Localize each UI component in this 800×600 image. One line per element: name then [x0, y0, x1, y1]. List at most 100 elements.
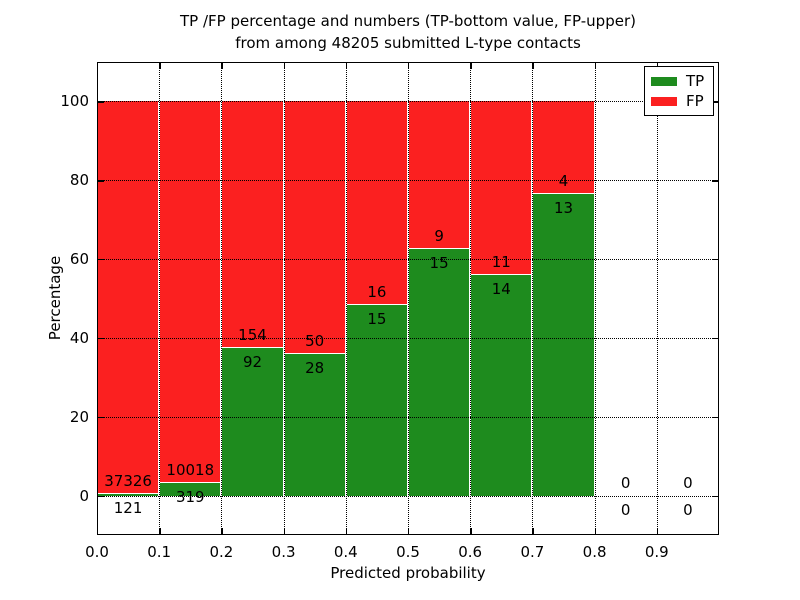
- x-tick-label: 0.4: [333, 543, 358, 561]
- chart-title-line1: TP /FP percentage and numbers (TP-bottom…: [180, 12, 636, 30]
- x-tick-top: [345, 62, 348, 69]
- fp-count-label: 0: [683, 473, 693, 492]
- x-tick-top: [408, 62, 410, 69]
- fp-bar: [470, 101, 533, 275]
- tp-bar: [470, 274, 533, 496]
- y-tick: [97, 180, 104, 182]
- x-tick: [408, 528, 410, 535]
- y-tick-right: [712, 101, 719, 103]
- x-tick-top: [656, 62, 659, 69]
- x-tick-label: 0.0: [85, 543, 109, 561]
- legend-label-tp: TP: [686, 72, 705, 90]
- x-tick-label: 0.2: [209, 543, 234, 561]
- y-tick-right: [712, 495, 719, 497]
- x-tick: [656, 528, 659, 535]
- x-tick: [283, 528, 285, 535]
- tp-count-label: 0: [620, 500, 631, 519]
- y-tick-label: 100: [60, 92, 89, 111]
- y-tick-label: 20: [69, 407, 89, 426]
- x-tick-label: 0.3: [271, 543, 296, 561]
- x-tick-label: 0.6: [458, 543, 483, 561]
- chart-title-line2: from among 48205 submitted L-type contac…: [235, 34, 581, 52]
- y-tick: [97, 101, 104, 103]
- y-tick-right: [712, 259, 719, 261]
- y-tick: [97, 337, 104, 340]
- tp-count-label: 15: [367, 309, 387, 328]
- legend-swatch-tp: [651, 76, 677, 86]
- y-tick-right: [712, 337, 719, 340]
- x-tick-top: [470, 62, 472, 69]
- y-tick-label: 60: [69, 250, 89, 269]
- fp-bar: [97, 101, 160, 495]
- y-tick-label: 0: [79, 486, 89, 505]
- tp-count-label: 14: [491, 279, 511, 298]
- v-gridline: [283, 62, 285, 535]
- fp-count-label: 37326: [104, 472, 152, 491]
- fp-count-label: 50: [305, 332, 325, 351]
- v-gridline: [408, 62, 409, 535]
- x-tick-top: [532, 62, 534, 69]
- x-tick: [345, 528, 348, 535]
- x-tick-label: 0.5: [396, 543, 420, 561]
- fp-count-label: 9: [434, 227, 444, 246]
- legend-swatch-fp: [651, 96, 677, 106]
- legend-item-tp: TP: [651, 71, 713, 91]
- tp-count-label: 28: [305, 359, 325, 378]
- v-gridline: [594, 62, 596, 535]
- x-tick-top: [159, 62, 161, 69]
- v-gridline: [221, 62, 223, 535]
- y-tick-label: 80: [69, 171, 89, 190]
- fp-count-label: 4: [558, 172, 569, 191]
- plot-area: TP FP 37326 121 10018 319 154 92 50 28 16 15 9 15 11…: [60, 62, 719, 561]
- fp-bar: [345, 101, 408, 305]
- x-tick: [594, 528, 596, 535]
- tp-bar: [408, 249, 471, 496]
- x-tick: [97, 528, 99, 535]
- fp-count-label: 0: [620, 473, 631, 492]
- tp-bar: [221, 348, 284, 496]
- tp-bar: [283, 354, 346, 496]
- x-tick-label: 0.9: [644, 543, 669, 561]
- legend: TP FP: [644, 66, 714, 116]
- fp-bar: [159, 101, 222, 484]
- x-tick-top: [221, 62, 223, 69]
- x-tick-label: 0.8: [582, 543, 607, 561]
- y-tick: [97, 259, 104, 261]
- v-gridline: [345, 62, 347, 535]
- x-tick-top: [594, 62, 596, 69]
- y-tick: [97, 416, 104, 419]
- tp-bar: [532, 194, 595, 496]
- tp-count-label: 121: [113, 499, 143, 518]
- tp-count-label: 13: [553, 199, 574, 218]
- v-gridline: [532, 62, 534, 535]
- tp-count-label: 319: [175, 488, 205, 507]
- x-tick-top: [283, 62, 285, 69]
- v-gridline: [656, 62, 658, 535]
- v-gridline: [159, 62, 161, 535]
- tp-count-label: 15: [429, 254, 449, 273]
- chart-title: TP /FP percentage and numbers (TP-bottom…: [97, 10, 719, 54]
- tp-bar: [345, 304, 408, 496]
- y-tick: [97, 495, 104, 497]
- tp-count-label: 0: [683, 500, 693, 519]
- x-tick: [532, 528, 534, 535]
- fp-count-label: 10018: [166, 461, 215, 480]
- x-tick-top: [97, 62, 99, 69]
- fp-bar: [221, 101, 284, 349]
- fp-bar: [283, 101, 346, 355]
- fp-count-label: 154: [238, 326, 267, 345]
- y-tick-label: 40: [69, 328, 89, 347]
- tp-count-label: 92: [242, 353, 263, 372]
- x-tick-label: 0.1: [147, 543, 172, 561]
- x-tick: [470, 528, 472, 535]
- v-gridline: [470, 62, 472, 535]
- legend-label-fp: FP: [686, 92, 704, 110]
- x-tick: [159, 528, 161, 535]
- y-tick-right: [712, 416, 719, 419]
- fp-bar: [532, 101, 595, 195]
- x-tick: [221, 528, 223, 535]
- fp-count-label: 16: [367, 282, 387, 301]
- x-axis-label: Predicted probability: [330, 564, 486, 582]
- legend-item-fp: FP: [651, 91, 713, 111]
